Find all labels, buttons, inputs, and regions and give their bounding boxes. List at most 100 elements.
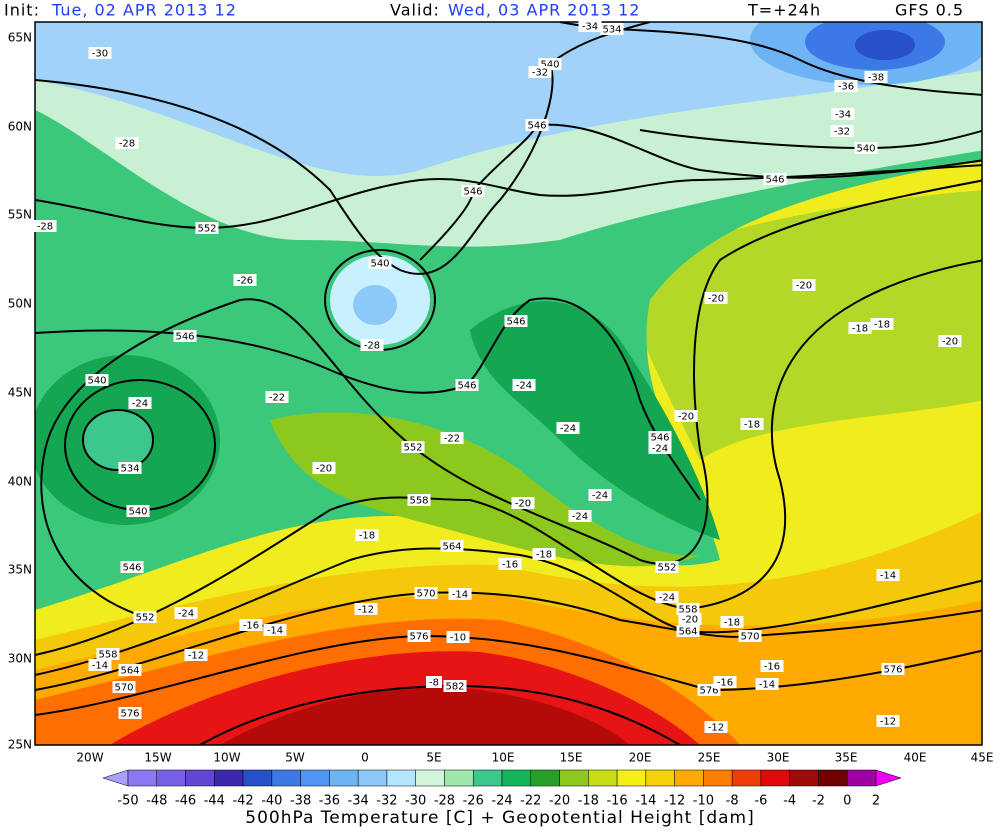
contour-label-box — [126, 505, 150, 517]
contour-label-box — [512, 379, 536, 391]
contour-label: -32 — [834, 127, 850, 138]
lat-label: 45N — [8, 386, 32, 400]
contour-label: 534 — [120, 464, 139, 475]
contour-label: 564 — [120, 666, 139, 677]
contour-label-box — [740, 418, 764, 430]
lat-label: 55N — [8, 208, 32, 222]
contour-label: -24 — [560, 424, 576, 435]
contour-label-box — [876, 715, 900, 727]
contour-label: 558 — [678, 605, 697, 616]
valid-time: Wed, 03 APR 2013 12 — [448, 1, 640, 20]
colorbar-cell — [271, 769, 301, 787]
colorbar-label: -48 — [146, 794, 167, 809]
contour-label: 576 — [120, 709, 139, 720]
contour-label-box — [834, 80, 858, 92]
colorbar-cell — [357, 769, 388, 787]
contour-label-box — [33, 220, 57, 232]
lon-label: 25E — [698, 751, 721, 765]
contour-label: -30 — [92, 49, 108, 60]
contour-label-box — [96, 648, 120, 660]
contour-label: 546 — [175, 332, 194, 343]
contour-label-box — [312, 462, 336, 474]
contour-label-box — [578, 20, 602, 32]
contour-label: 534 — [602, 25, 621, 36]
contour-label: -16 — [243, 621, 259, 632]
contour-label-box — [440, 432, 464, 444]
contour-label-box — [414, 587, 438, 599]
colorbar-caption: 500hPa Temperature [C] + Geopotential He… — [245, 808, 755, 828]
colorbar-label: -6 — [754, 794, 767, 809]
colorbar-cell — [616, 769, 647, 787]
colorbar-cell — [559, 769, 589, 787]
contour-label-box — [864, 71, 888, 83]
contour-label: -32 — [532, 68, 548, 79]
colorbar-label: -40 — [261, 794, 282, 809]
contour-label-box — [678, 613, 702, 625]
contour-label: -20 — [678, 412, 694, 423]
contour-label: -18 — [536, 550, 552, 561]
contour-label: -28 — [119, 139, 135, 150]
contour-label: -20 — [515, 499, 531, 510]
colorbar-label: -8 — [726, 794, 739, 809]
contour-label-box — [118, 707, 142, 719]
colorbar-cell — [846, 769, 877, 787]
contour-label-box — [704, 721, 728, 733]
contour-label-box — [848, 322, 872, 334]
colorbar-cell — [386, 769, 416, 787]
contour-label: 546 — [457, 381, 476, 392]
contour-label: -24 — [592, 491, 608, 502]
contour-label-box — [938, 335, 962, 347]
contour-label: -20 — [316, 464, 332, 475]
contour-label-box — [195, 222, 219, 234]
contour-label: 546 — [527, 121, 546, 132]
colorbar-cell — [588, 769, 618, 787]
contour-label-box — [713, 676, 737, 688]
contour-label: 576 — [699, 686, 718, 697]
contour-label: -18 — [852, 324, 868, 335]
contour-label-box — [498, 558, 522, 570]
contour-label: -24 — [652, 444, 668, 455]
contour-label: 546 — [650, 433, 669, 444]
colorbar-label: -46 — [175, 794, 196, 809]
contour-label-box — [792, 279, 816, 291]
contour-label: -26 — [237, 276, 253, 287]
contour-label-box — [115, 137, 139, 149]
contour-label: 546 — [463, 187, 482, 198]
contour-label-box — [854, 142, 878, 154]
contour-label: -12 — [880, 717, 896, 728]
contour-label-box — [870, 318, 894, 330]
contour-label: -20 — [942, 337, 958, 348]
contour-label: -28 — [37, 222, 53, 233]
colorbar-cell — [156, 769, 186, 787]
colorbar-label: -12 — [664, 794, 685, 809]
contour-label: -18 — [359, 531, 375, 542]
colorbar-cell — [472, 769, 503, 787]
contour-label-box — [354, 603, 378, 615]
contour-label-box — [174, 607, 198, 619]
contour-label: 582 — [445, 682, 464, 693]
lat-label: 35N — [8, 563, 32, 577]
contour-label-box — [760, 660, 784, 672]
contour-label: -16 — [764, 662, 780, 673]
contour-label-box — [446, 631, 470, 643]
header: Init: Tue, 02 APR 2013 12 Valid: Wed, 03… — [4, 1, 963, 20]
contour-label: -28 — [364, 341, 380, 352]
contour-label: -24 — [132, 399, 148, 410]
colorbar-label: -26 — [463, 794, 484, 809]
contour-label-box — [426, 676, 442, 688]
colorbar-label: -14 — [635, 794, 656, 809]
contour-label: -34 — [582, 22, 598, 33]
colorbar-label: -50 — [117, 794, 138, 809]
contour-label-box — [655, 561, 679, 573]
colorbar-cell — [127, 769, 158, 787]
colorbar-cell — [789, 769, 819, 787]
lat-label: 65N — [8, 31, 32, 45]
colorbar-label: -42 — [232, 794, 253, 809]
lon-label: 15E — [560, 751, 583, 765]
colorbar-cell — [818, 769, 848, 787]
contour-label: -20 — [682, 615, 698, 626]
init-time: Tue, 02 APR 2013 12 — [51, 1, 237, 20]
lon-label: 5W — [285, 751, 305, 765]
contour-label-box — [440, 540, 464, 552]
